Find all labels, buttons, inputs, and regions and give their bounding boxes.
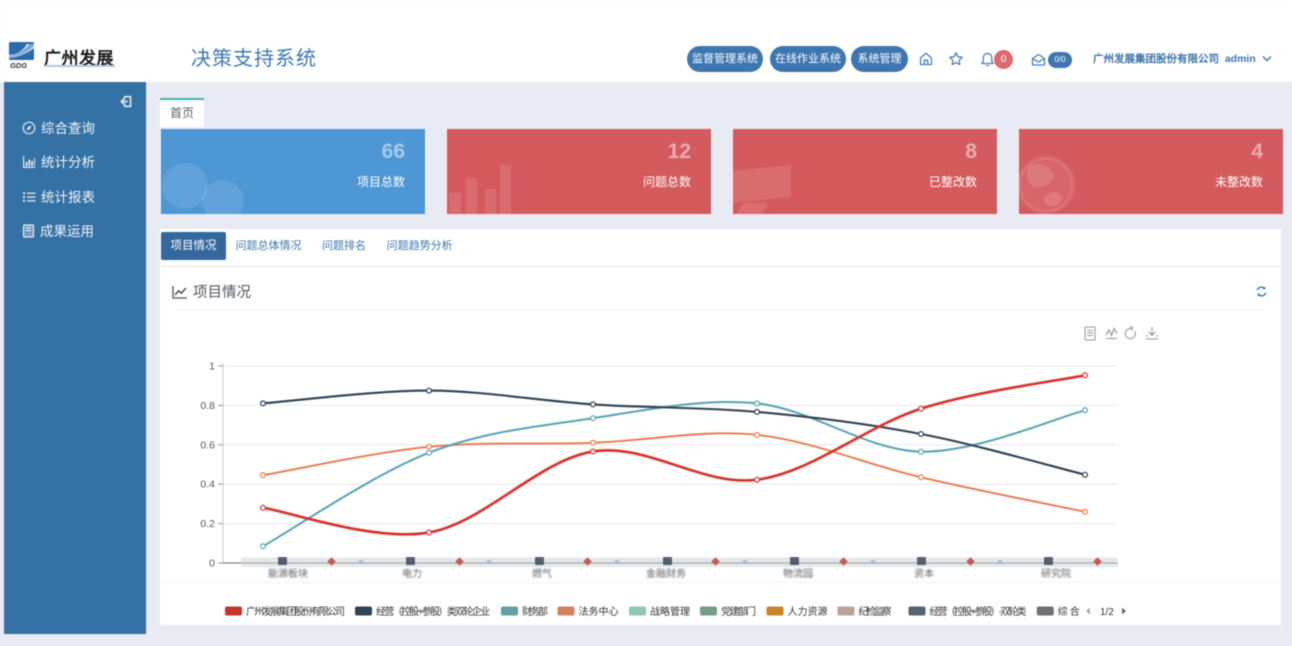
svg-text:GDG: GDG — [10, 61, 27, 69]
